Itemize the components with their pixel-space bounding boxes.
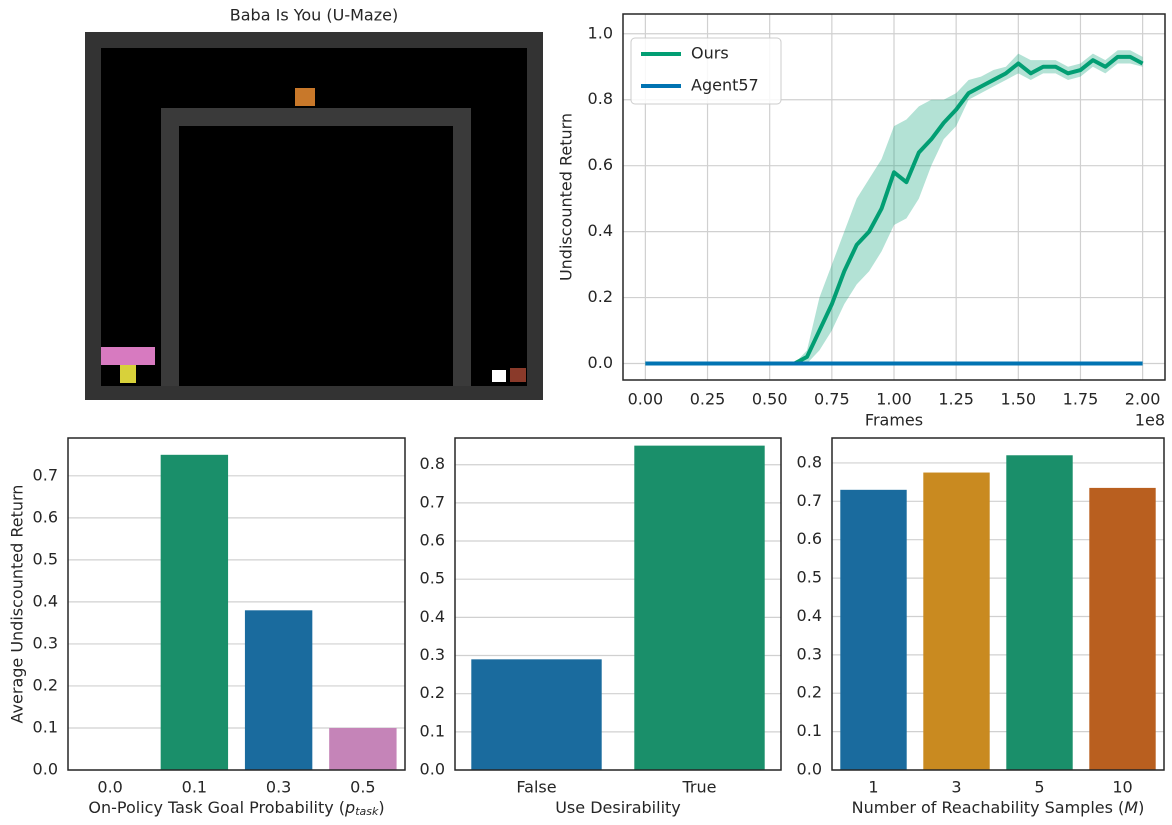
- figure: Baba Is You (U-Maze) 0.00.20.40.60.81.00…: [0, 0, 1172, 821]
- x-tick-label: 0.1: [182, 778, 207, 797]
- y-tick-label: 0.7: [420, 492, 445, 511]
- bar: [329, 728, 396, 770]
- x-tick-label: 5: [1034, 778, 1044, 797]
- y-tick-label: 0.6: [420, 531, 445, 550]
- bar: [471, 659, 601, 770]
- legend-label: Ours: [691, 44, 729, 63]
- y-tick-label: 0.2: [797, 683, 822, 702]
- y-tick-label: 0.8: [420, 454, 445, 473]
- x-tick-label: 1.25: [938, 390, 974, 409]
- x-offset-label: 1e8: [1135, 411, 1165, 430]
- y-tick-label: 0.5: [420, 569, 445, 588]
- y-tick-label: 0.8: [588, 89, 613, 108]
- y-tick-label: 0.1: [797, 721, 822, 740]
- y-tick-label: 0.0: [797, 760, 822, 779]
- x-tick-label: 0.75: [814, 390, 850, 409]
- y-tick-label: 0.0: [420, 760, 445, 779]
- y-tick-label: 0.1: [420, 721, 445, 740]
- y-tick-label: 0.6: [33, 507, 58, 526]
- y-tick-label: 0.3: [420, 645, 445, 664]
- y-tick-label: 0.5: [797, 568, 822, 587]
- x-axis-label-part: ): [1138, 798, 1144, 817]
- bar: [245, 610, 312, 770]
- x-axis-label: On-Policy Task Goal Probability (ptask): [88, 798, 384, 819]
- y-axis-label: Undiscounted Return: [557, 113, 576, 281]
- image-title: Baba Is You (U-Maze): [230, 6, 398, 25]
- x-tick-label: 1: [868, 778, 878, 797]
- x-axis-label-part: On-Policy Task Goal Probability (: [88, 798, 345, 817]
- y-tick-label: 0.0: [588, 353, 613, 372]
- x-axis-label: Number of Reachability Samples (M): [852, 798, 1145, 817]
- y-tick-label: 0.7: [797, 491, 822, 510]
- bar: [161, 455, 228, 770]
- bar: [840, 490, 906, 770]
- bar: [1089, 488, 1155, 770]
- x-tick-label: 2.00: [1125, 390, 1161, 409]
- y-tick-label: 0.4: [33, 591, 58, 610]
- x-tick-label: 0.3: [266, 778, 291, 797]
- x-axis-label-part: M: [1124, 798, 1138, 817]
- legend-label: Agent57: [691, 76, 759, 95]
- x-tick-label: True: [682, 778, 717, 797]
- baba-sprite: [492, 370, 506, 382]
- y-tick-label: 0.0: [33, 760, 58, 779]
- y-tick-label: 0.6: [588, 155, 613, 174]
- wall-word: [295, 88, 315, 106]
- y-tick-label: 0.3: [33, 633, 58, 652]
- x-tick-label: 1.50: [1000, 390, 1036, 409]
- rule-words: [101, 347, 155, 365]
- flag-sprite: [510, 368, 526, 382]
- x-tick-label: 3: [951, 778, 961, 797]
- x-tick-label: False: [516, 778, 556, 797]
- y-tick-label: 0.3: [797, 644, 822, 663]
- x-axis-label: Frames: [865, 411, 923, 430]
- x-tick-label: 0.0: [97, 778, 122, 797]
- y-tick-label: 0.2: [420, 683, 445, 702]
- x-tick-label: 1.75: [1063, 390, 1099, 409]
- y-tick-label: 1.0: [588, 23, 613, 42]
- x-axis-label-part: p: [344, 798, 355, 817]
- maze-inner: [179, 126, 453, 386]
- y-tick-label: 0.4: [588, 221, 613, 240]
- game-screen: [85, 32, 543, 400]
- y-tick-label: 0.4: [420, 607, 445, 626]
- bar: [1006, 455, 1072, 770]
- x-tick-label: 0.50: [752, 390, 788, 409]
- y-tick-label: 0.4: [797, 606, 822, 625]
- y-tick-label: 0.6: [797, 529, 822, 548]
- bar: [634, 446, 764, 770]
- win-word: [120, 365, 136, 383]
- y-tick-label: 0.2: [33, 675, 58, 694]
- x-axis-label-part: Number of Reachability Samples (: [852, 798, 1125, 817]
- x-axis-label-part: task: [355, 805, 379, 818]
- x-axis-label: Use Desirability: [555, 798, 681, 817]
- y-tick-label: 0.8: [797, 452, 822, 471]
- bar: [923, 473, 989, 770]
- y-tick-label: 0.7: [33, 465, 58, 484]
- x-tick-label: 0.5: [350, 778, 375, 797]
- x-tick-label: 10: [1112, 778, 1132, 797]
- x-tick-label: 0.00: [628, 390, 664, 409]
- page: Baba Is You (U-Maze) 0.00.20.40.60.81.00…: [0, 0, 1172, 825]
- x-axis-label-part: Use Desirability: [555, 798, 681, 817]
- x-tick-label: 0.25: [690, 390, 726, 409]
- y-tick-label: 0.5: [33, 549, 58, 568]
- y-axis-label: Average Undiscounted Return: [8, 485, 27, 724]
- x-tick-label: 1.00: [876, 390, 912, 409]
- y-tick-label: 0.2: [588, 287, 613, 306]
- y-tick-label: 0.1: [33, 717, 58, 736]
- plot-frame: [68, 438, 405, 770]
- x-axis-label-part: ): [378, 798, 384, 817]
